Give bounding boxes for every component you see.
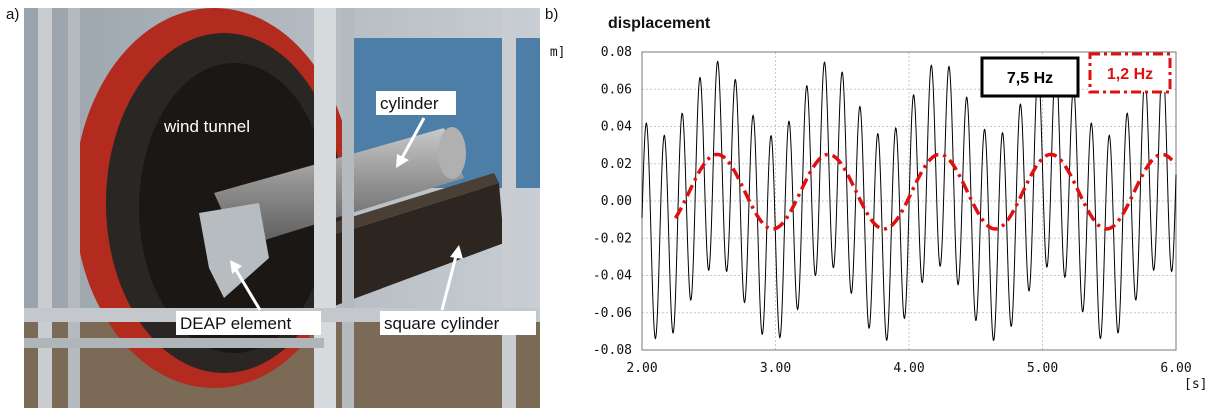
x-axis-label: [s] xyxy=(1184,377,1207,392)
y-tick-label: 0.00 xyxy=(601,194,632,209)
x-tick-label: 3.00 xyxy=(760,361,791,376)
y-tick-label: -0.04 xyxy=(593,269,632,284)
legend-box-1 xyxy=(980,56,1080,98)
y-tick-label: 0.08 xyxy=(601,45,632,60)
label-cylinder: cylinder xyxy=(380,94,439,113)
series-layer xyxy=(641,60,1177,342)
experiment-photo: wind tunnel cylinder DEAP element square… xyxy=(24,8,540,408)
y-tick-label: 0.04 xyxy=(601,120,632,135)
x-tick-label: 5.00 xyxy=(1027,361,1058,376)
chart-title: displacement xyxy=(608,15,711,32)
x-tick-label: 2.00 xyxy=(626,361,657,376)
legend-box-2 xyxy=(1088,52,1172,94)
y-tick-label: 0.02 xyxy=(601,157,632,172)
x-tick-label: 4.00 xyxy=(893,361,924,376)
panel-a-label: a) xyxy=(6,6,20,23)
square-cylinder xyxy=(324,183,504,308)
panel-b-label: b) xyxy=(545,6,559,23)
series-line-1 xyxy=(641,60,1177,342)
label-wind-tunnel: wind tunnel xyxy=(163,117,250,136)
label-square-cylinder: square cylinder xyxy=(384,314,500,333)
series-line-2 xyxy=(673,152,1174,231)
legend-label-2: 1,2 Hz xyxy=(1107,66,1153,83)
x-axis-ticks: 2.00 3.00 4.00 5.00 6.00 xyxy=(626,361,1191,376)
y-axis-label: [m] xyxy=(548,45,565,60)
y-tick-label: -0.06 xyxy=(593,306,632,321)
y-axis-ticks: 0.08 0.06 0.04 0.02 0.00 -0.02 -0.04 -0.06 -0.08 xyxy=(593,45,632,358)
deap-element xyxy=(199,203,269,298)
y-tick-label: -0.02 xyxy=(593,231,632,246)
legend-label-1: 7,5 Hz xyxy=(1007,70,1053,87)
label-deap-element: DEAP element xyxy=(180,314,291,333)
y-tick-label: -0.08 xyxy=(593,343,632,358)
chart-legend: 7,5 Hz 1,2 Hz xyxy=(980,52,1172,98)
displacement-chart: displacement [m] [s] 0.080.060.040.020.0… xyxy=(548,15,1207,392)
y-tick-label: 0.06 xyxy=(601,82,632,97)
x-tick-label: 6.00 xyxy=(1160,361,1191,376)
